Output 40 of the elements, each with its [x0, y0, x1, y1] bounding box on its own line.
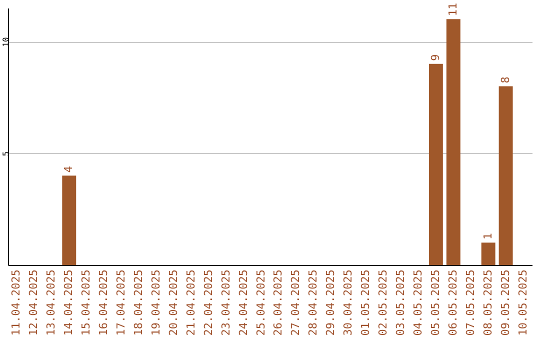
x-tick-label: 30.04.2025	[342, 270, 355, 336]
x-tick-label: 03.05.2025	[394, 270, 407, 336]
x-tick-label: 12.04.2025	[27, 270, 40, 336]
x-tick-label: 29.04.2025	[324, 270, 338, 336]
x-tick-label: 24.04.2025	[236, 270, 250, 336]
x-tick-label: 06.05.2025	[446, 270, 460, 336]
x-tick-label: 19.04.2025	[149, 270, 162, 336]
x-tick-label: 02.05.2025	[376, 270, 390, 336]
x-tick-label: 22.04.2025	[202, 270, 215, 336]
x-tick-label: 23.04.2025	[219, 270, 232, 336]
x-tick-label: 25.04.2025	[254, 270, 268, 336]
x-tick-label: 26.04.2025	[272, 270, 285, 336]
x-tick-label: 09.05.2025	[498, 270, 512, 336]
bar	[498, 86, 513, 265]
x-tick-label: 08.05.2025	[481, 270, 494, 336]
x-tick-label: 15.04.2025	[80, 270, 93, 336]
x-tick-label: 20.04.2025	[166, 270, 180, 336]
x-tick-label: 18.04.2025	[132, 270, 145, 336]
bar	[428, 64, 443, 265]
x-tick-label: 13.04.2025	[44, 270, 58, 336]
data-label: 8	[498, 76, 512, 84]
x-tick-label: 05.05.2025	[428, 270, 442, 336]
x-tick-label: 16.04.2025	[97, 270, 110, 336]
x-tick-label: 14.04.2025	[62, 270, 76, 336]
x-tick-label: 28.04.2025	[306, 270, 320, 336]
x-tick-label: 21.04.2025	[184, 270, 198, 336]
x-tick-label: 11.04.2025	[10, 270, 23, 336]
data-label: 9	[428, 54, 442, 61]
data-label: 11	[446, 2, 460, 16]
bar	[446, 19, 460, 265]
bar	[481, 242, 496, 265]
x-tick-label: 17.04.2025	[114, 270, 128, 336]
data-label: 1	[481, 233, 494, 240]
x-tick-label: 01.05.2025	[359, 270, 372, 336]
bar	[62, 176, 76, 265]
x-tick-label: 07.05.2025	[464, 270, 477, 336]
x-tick-label: 10.05.2025	[516, 270, 530, 336]
data-label: 4	[62, 166, 76, 173]
x-tick-label: 27.04.2025	[289, 270, 302, 336]
x-tick-label: 04.05.2025	[411, 270, 424, 336]
